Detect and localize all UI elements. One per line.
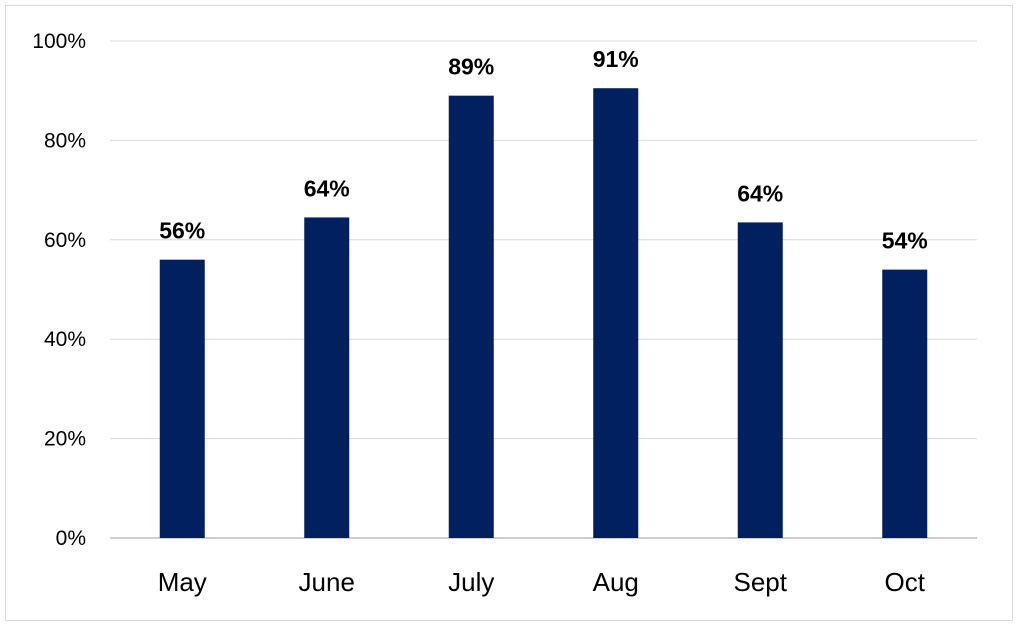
x-axis-category-labels: May June July Aug Sept Oct <box>158 567 926 597</box>
data-label-june: 64% <box>304 175 350 201</box>
bar-june <box>304 217 350 538</box>
data-label-july: 89% <box>448 54 494 80</box>
category-label-may: May <box>158 567 207 597</box>
y-tick-label: 40% <box>44 328 86 351</box>
y-tick-label: 60% <box>44 229 86 252</box>
y-tick-label: 100% <box>32 30 86 53</box>
bar-sept <box>737 222 783 538</box>
data-label-aug: 91% <box>593 46 639 72</box>
category-label-sept: Sept <box>734 567 788 597</box>
data-label-sept: 64% <box>737 180 783 206</box>
category-label-oct: Oct <box>885 567 926 597</box>
gridlines <box>110 40 977 539</box>
y-tick-label: 20% <box>44 428 86 451</box>
data-label-may: 56% <box>159 218 205 244</box>
bars <box>159 88 928 539</box>
y-tick-label: 80% <box>44 129 86 152</box>
category-label-aug: Aug <box>593 567 639 597</box>
data-label-oct: 54% <box>882 228 928 254</box>
bar-oct <box>882 269 928 538</box>
data-labels: 56% 64% 89% 91% 64% 54% <box>159 46 928 253</box>
category-label-june: June <box>299 567 355 597</box>
category-label-july: July <box>448 567 494 597</box>
y-tick-label: 0% <box>56 527 86 550</box>
bar-may <box>159 259 205 538</box>
bar-aug <box>593 88 639 538</box>
bar-july <box>448 95 494 539</box>
y-axis-tick-labels: 0% 20% 40% 60% 80% 100% <box>32 30 86 550</box>
